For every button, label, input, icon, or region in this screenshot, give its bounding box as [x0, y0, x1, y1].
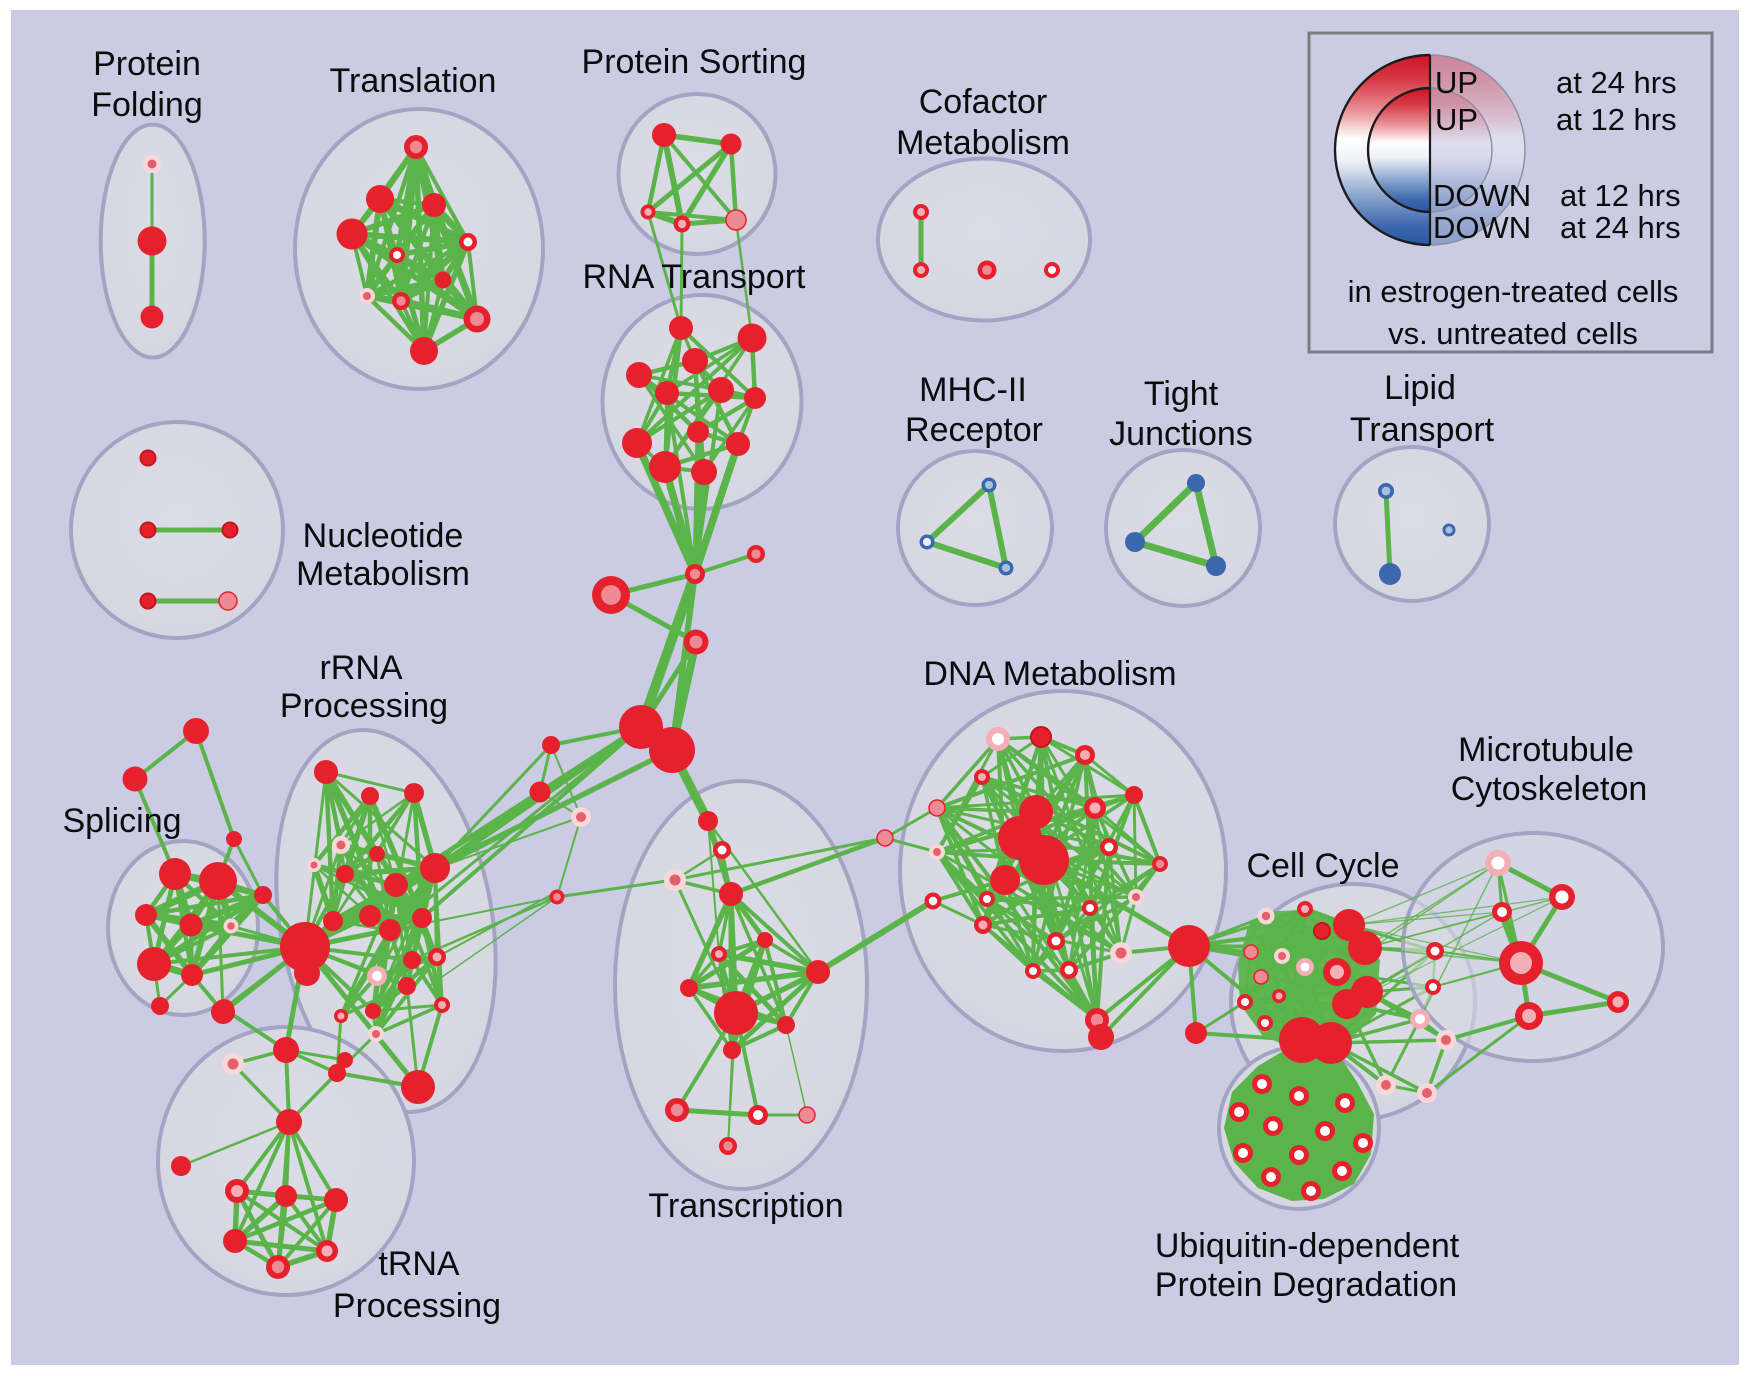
- svg-text:at 12 hrs: at 12 hrs: [1556, 102, 1677, 137]
- svg-text:Transcription: Transcription: [648, 1187, 843, 1225]
- svg-text:DNA Metabolism: DNA Metabolism: [923, 655, 1176, 693]
- svg-text:Processing: Processing: [333, 1287, 501, 1325]
- svg-text:rRNA: rRNA: [319, 649, 402, 687]
- svg-text:Metabolism: Metabolism: [896, 124, 1070, 162]
- svg-text:Junctions: Junctions: [1109, 415, 1253, 453]
- svg-text:tRNA: tRNA: [378, 1245, 460, 1283]
- svg-text:RNA Transport: RNA Transport: [583, 258, 807, 296]
- svg-text:Ubiquitin-dependent: Ubiquitin-dependent: [1155, 1227, 1460, 1265]
- svg-text:Cell Cycle: Cell Cycle: [1246, 847, 1399, 885]
- svg-text:UP: UP: [1435, 102, 1478, 137]
- svg-text:Folding: Folding: [91, 86, 203, 124]
- svg-text:Splicing: Splicing: [62, 802, 181, 840]
- svg-text:Translation: Translation: [330, 62, 497, 100]
- svg-text:at 24 hrs: at 24 hrs: [1560, 210, 1681, 245]
- svg-text:Protein Sorting: Protein Sorting: [582, 43, 807, 81]
- svg-text:Protein Degradation: Protein Degradation: [1155, 1266, 1457, 1304]
- svg-text:Protein: Protein: [93, 45, 201, 83]
- svg-text:Metabolism: Metabolism: [296, 555, 470, 593]
- svg-text:in estrogen-treated cells: in estrogen-treated cells: [1348, 274, 1679, 309]
- svg-text:UP: UP: [1435, 65, 1478, 100]
- svg-text:Receptor: Receptor: [905, 411, 1043, 449]
- svg-text:Cytoskeleton: Cytoskeleton: [1451, 770, 1648, 808]
- svg-text:Processing: Processing: [280, 687, 448, 725]
- svg-text:Microtubule: Microtubule: [1458, 731, 1634, 769]
- svg-text:DOWN: DOWN: [1433, 210, 1531, 245]
- svg-text:Transport: Transport: [1350, 411, 1495, 449]
- svg-text:Cofactor: Cofactor: [919, 83, 1048, 121]
- svg-text:Lipid: Lipid: [1384, 369, 1456, 407]
- svg-text:at 24 hrs: at 24 hrs: [1556, 65, 1677, 100]
- svg-text:Tight: Tight: [1144, 375, 1219, 413]
- svg-text:Nucleotide: Nucleotide: [303, 517, 464, 555]
- svg-text:MHC-II: MHC-II: [919, 371, 1027, 409]
- svg-text:vs. untreated cells: vs. untreated cells: [1388, 316, 1638, 351]
- svg-text:at 12 hrs: at 12 hrs: [1560, 178, 1681, 213]
- svg-text:DOWN: DOWN: [1433, 178, 1531, 213]
